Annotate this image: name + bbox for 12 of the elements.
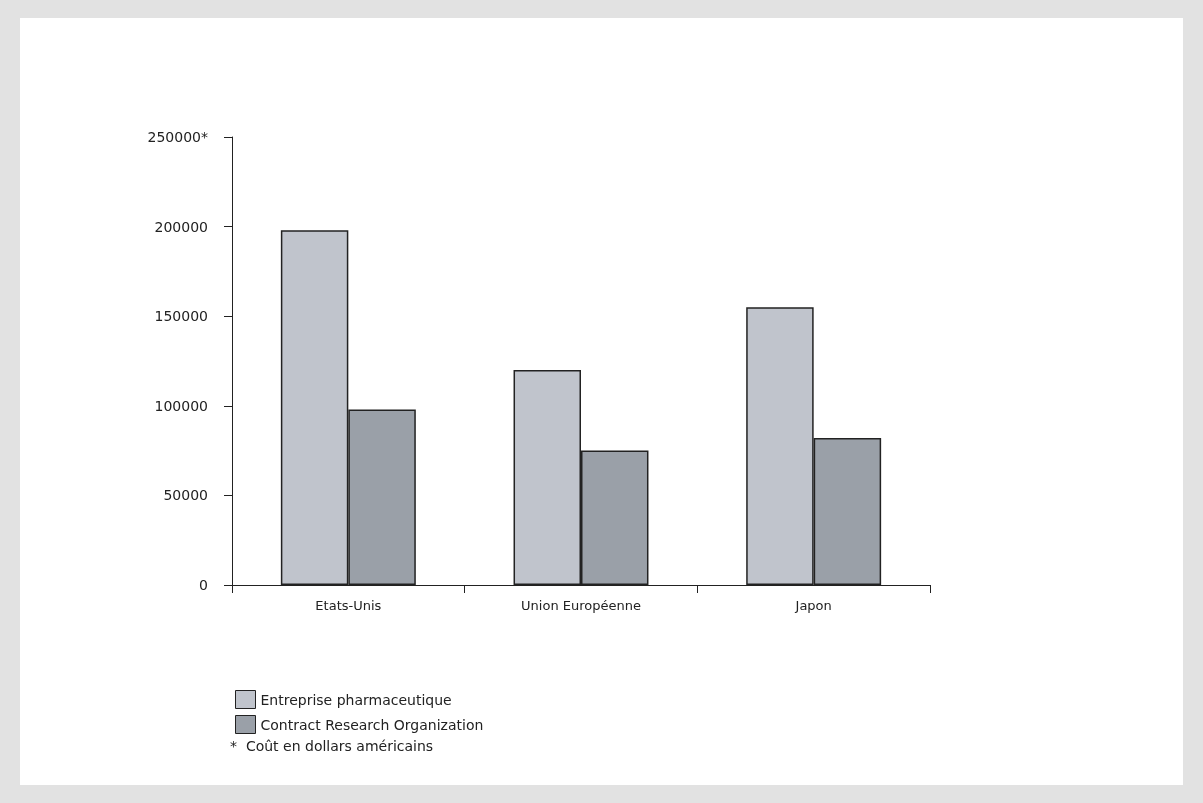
x-tick-label: Union Européenne	[521, 598, 641, 613]
legend-label: Entreprise pharmaceutique	[260, 691, 452, 708]
x-tick-label: Etats-Unis	[315, 598, 382, 613]
legend-label: Contract Research Organization	[260, 716, 484, 733]
y-tick-label: 100000	[154, 397, 208, 414]
y-tick-label: 200000	[154, 218, 208, 235]
y-tick-label: 150000	[154, 308, 208, 325]
x-tick-label: Japon	[794, 598, 832, 613]
y-tick-label: 250000*	[147, 129, 208, 145]
y-tick-label: 50000	[163, 487, 208, 504]
y-tick-label: 0	[199, 577, 208, 593]
text: * Coût en dollars américains	[230, 738, 434, 754]
